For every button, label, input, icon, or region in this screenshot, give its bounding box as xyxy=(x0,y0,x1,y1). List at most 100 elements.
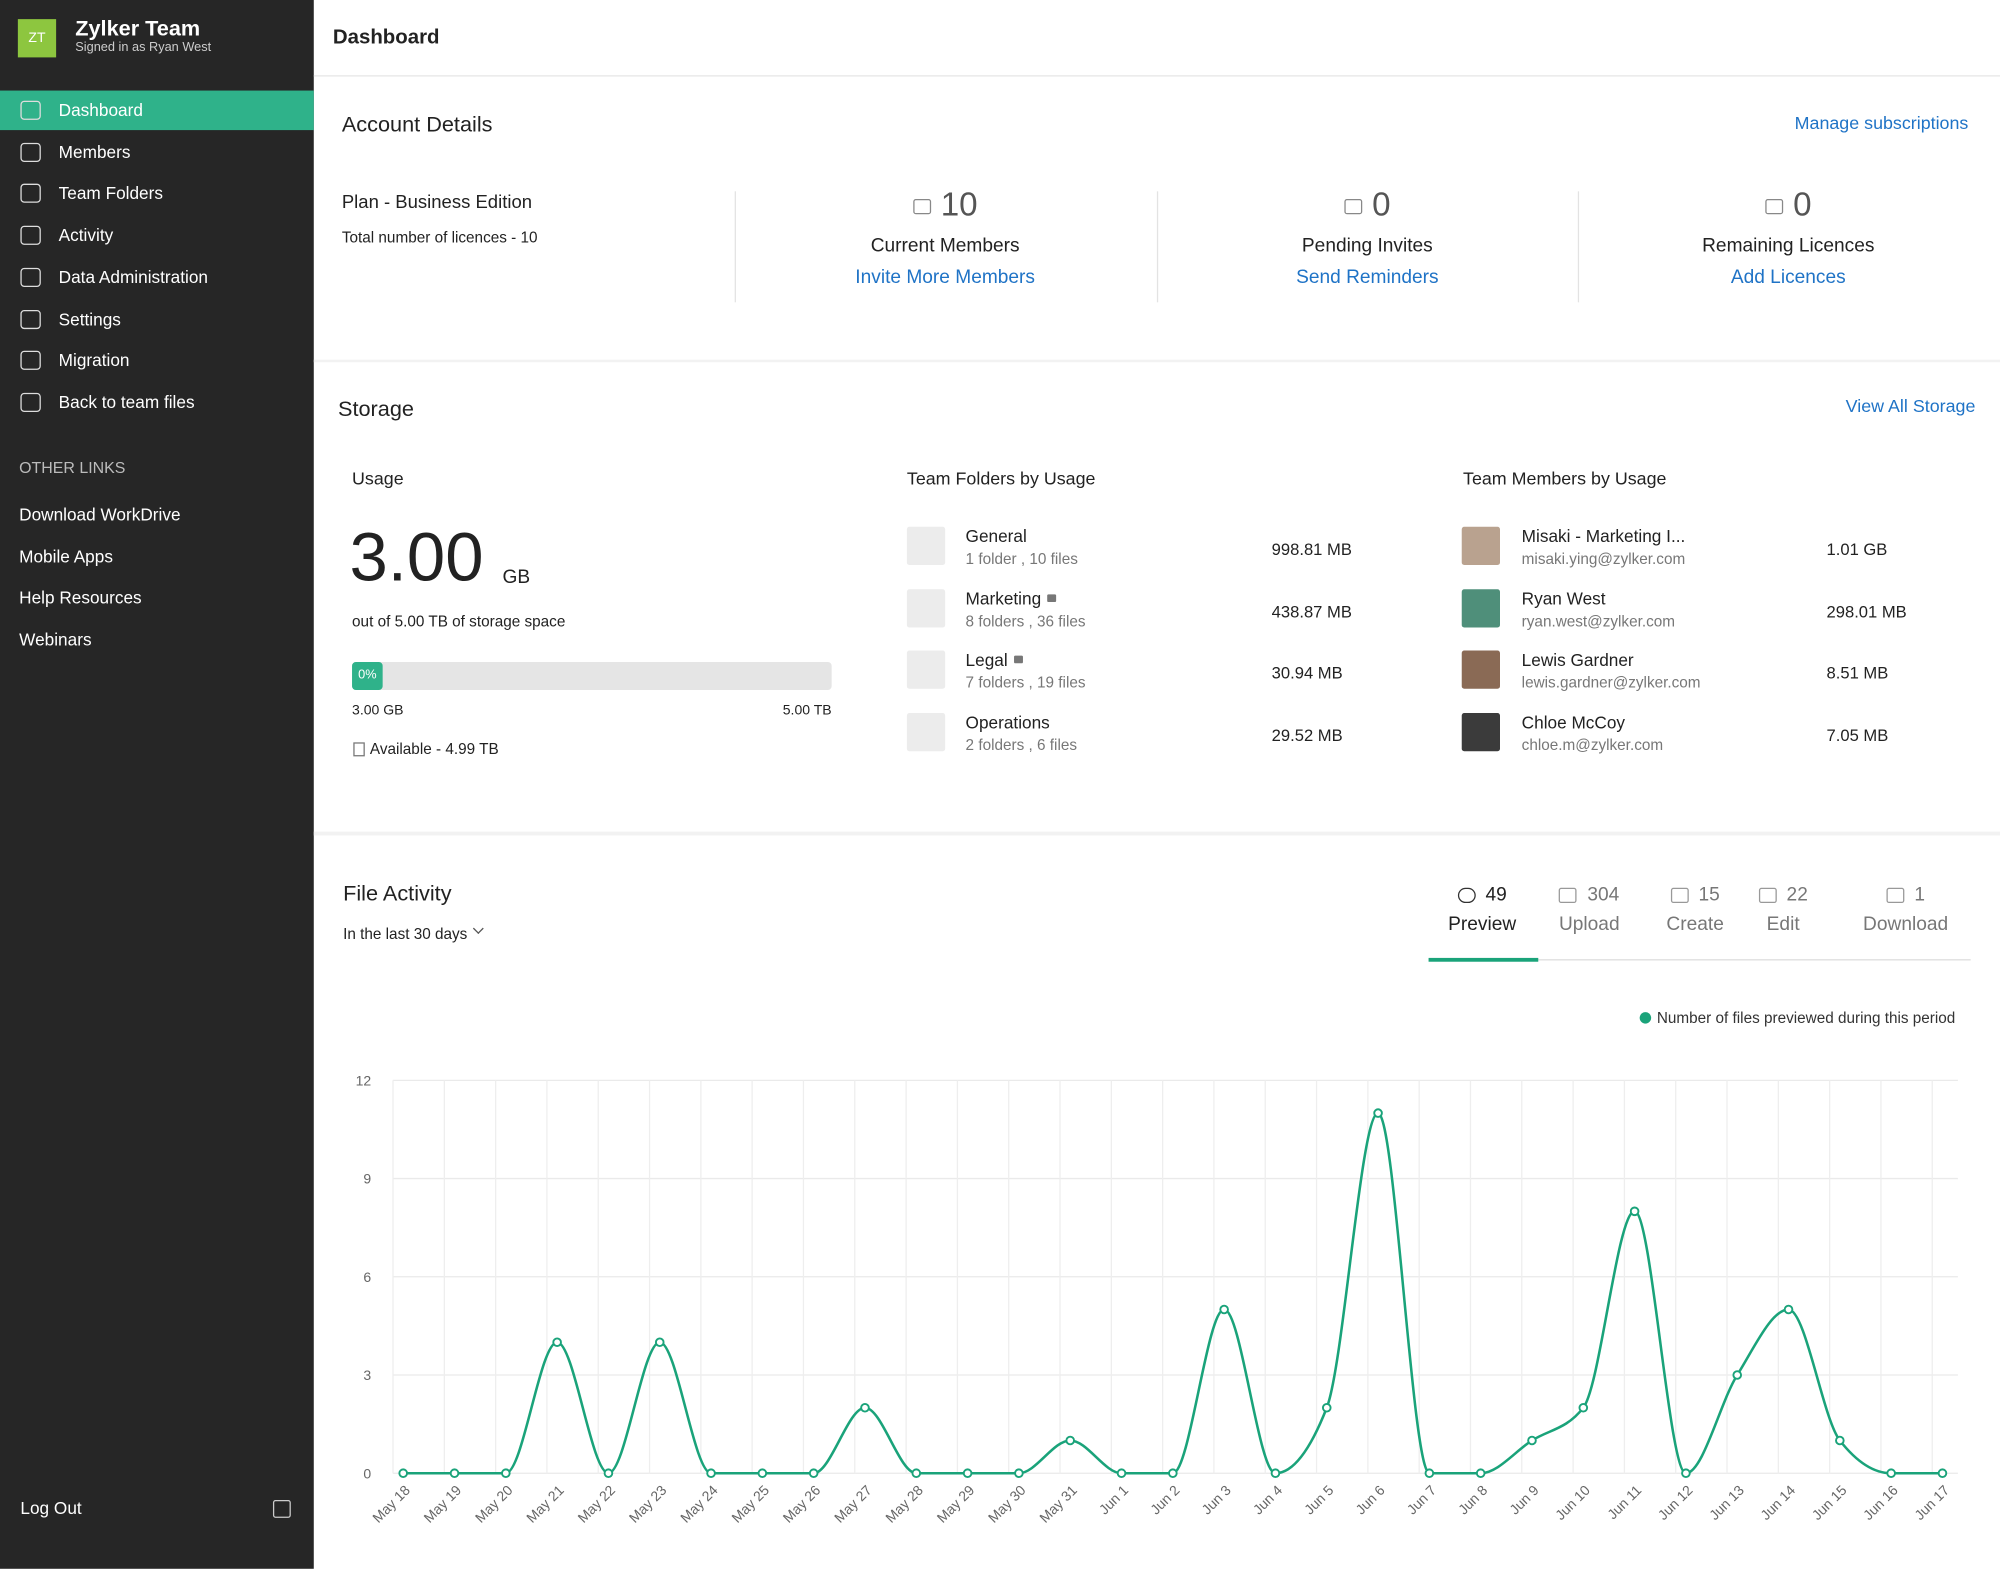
link[interactable]: View All Storage xyxy=(1845,395,1976,416)
bar-left: 3.00 GB xyxy=(352,702,404,719)
nav-label: Team Folders xyxy=(58,184,163,204)
stat: 0 Remaining Licences Add Licences xyxy=(1597,185,1980,288)
x-tick-label: Jun 15 xyxy=(1809,1482,1850,1523)
tab-icon xyxy=(1758,887,1777,904)
x-tick-label: Jun 12 xyxy=(1655,1482,1696,1523)
point xyxy=(1321,1402,1332,1413)
point xyxy=(398,1468,408,1478)
y-tick-label: 3 xyxy=(363,1367,371,1383)
y-tick-label: 9 xyxy=(363,1171,371,1187)
point xyxy=(1783,1304,1794,1315)
nav-item[interactable]: Migration xyxy=(0,341,314,381)
nav-icon xyxy=(20,392,41,412)
nav-label: Data Administration xyxy=(58,267,208,287)
stat-number: 10 xyxy=(940,184,978,224)
point xyxy=(1116,1468,1127,1478)
member-name[interactable]: Misaki - Marketing I... xyxy=(1521,526,1686,546)
folder-name[interactable]: Legal xyxy=(965,650,1008,670)
x-tick-label: Jun 1 xyxy=(1096,1482,1132,1518)
x-tick-label: May 30 xyxy=(985,1482,1029,1526)
x-tick-label: May 29 xyxy=(934,1482,978,1526)
tab-count-row: 1 xyxy=(1829,884,1982,906)
y-tick-label: 12 xyxy=(356,1072,372,1088)
member-name[interactable]: Chloe McCoy xyxy=(1521,712,1626,732)
stat-number: 0 xyxy=(1793,184,1812,224)
other-link[interactable]: Mobile Apps xyxy=(19,546,113,566)
x-tick-label: Jun 4 xyxy=(1250,1482,1286,1518)
divider xyxy=(734,191,736,303)
stat-icon xyxy=(1765,199,1783,215)
tab-icon xyxy=(1670,887,1689,904)
nav-item[interactable]: Members xyxy=(0,132,314,172)
point xyxy=(962,1468,973,1478)
chevron[interactable] xyxy=(472,923,484,934)
usage-bar: 0% xyxy=(352,661,832,691)
point xyxy=(1835,1435,1845,1446)
nav-item[interactable]: Team Folders xyxy=(0,174,314,214)
section-title: File Activity xyxy=(343,881,452,906)
nav-item[interactable]: Back to team files xyxy=(0,383,314,423)
nav-item[interactable]: Settings xyxy=(0,299,314,339)
folder-name[interactable]: Operations xyxy=(965,712,1050,732)
stat: 0 Pending Invites Send Reminders xyxy=(1176,185,1559,288)
point xyxy=(552,1337,562,1348)
folder-name[interactable]: General xyxy=(965,526,1027,546)
link[interactable]: Manage subscriptions xyxy=(1794,112,1969,133)
x-tick-label: Jun 9 xyxy=(1506,1482,1542,1518)
legend-marker xyxy=(1639,1012,1652,1024)
nav-icon xyxy=(20,309,41,329)
nav-label: Settings xyxy=(58,309,121,329)
nav-item[interactable]: Dashboard xyxy=(0,90,314,131)
tab[interactable]: 22 Edit xyxy=(1707,884,1860,935)
nav-label: Activity xyxy=(58,225,114,246)
folder-size: 29.52 MB xyxy=(1271,725,1343,745)
x-tick-label: Jun 2 xyxy=(1147,1482,1183,1518)
folder-name[interactable]: Marketing xyxy=(965,588,1042,608)
out-of: out of 5.00 TB of storage space xyxy=(352,612,566,631)
point xyxy=(654,1337,665,1348)
stat-value: 10 xyxy=(912,184,978,225)
point xyxy=(1732,1370,1743,1380)
x-tick-label: Jun 13 xyxy=(1706,1482,1747,1523)
tab-label: Edit xyxy=(1766,913,1800,935)
x-tick-label: Jun 8 xyxy=(1455,1482,1491,1518)
tab[interactable]: 1 Download xyxy=(1829,884,1982,935)
stat-label: Current Members xyxy=(870,234,1020,257)
period[interactable]: In the last 30 days xyxy=(343,924,468,943)
other-link[interactable]: Webinars xyxy=(19,630,92,650)
y-tick-label: 6 xyxy=(363,1269,371,1285)
stat-link[interactable]: Invite More Members xyxy=(855,266,1035,289)
other-link[interactable]: Download WorkDrive xyxy=(19,505,181,525)
nav-icon xyxy=(20,351,41,371)
stat-link[interactable]: Send Reminders xyxy=(1296,266,1439,289)
logout-icon[interactable] xyxy=(272,1499,291,1518)
tab-count: 1 xyxy=(1914,883,1925,906)
nav-item[interactable]: Data Administration xyxy=(0,257,314,297)
x-tick-label: May 24 xyxy=(677,1482,721,1526)
point xyxy=(860,1402,870,1413)
x-tick-label: May 27 xyxy=(831,1482,875,1526)
other-link[interactable]: Help Resources xyxy=(19,588,142,608)
tab[interactable]: 304 Upload xyxy=(1513,884,1666,935)
tab[interactable]: 49 Preview xyxy=(1406,884,1559,935)
x-tick-label: May 31 xyxy=(1036,1482,1080,1526)
unit: GB xyxy=(502,566,531,589)
tab[interactable]: 15 Create xyxy=(1619,884,1772,935)
folder-size: 998.81 MB xyxy=(1271,539,1352,559)
stat-link[interactable]: Add Licences xyxy=(1730,266,1846,289)
y-tick-label: 0 xyxy=(363,1465,371,1481)
x-tick-label: May 20 xyxy=(472,1482,516,1526)
folder-meta: 7 folders , 19 files xyxy=(965,673,1086,692)
point xyxy=(1424,1468,1435,1478)
section-divider xyxy=(313,359,2000,363)
member-size: 298.01 MB xyxy=(1826,601,1907,621)
lock-icon xyxy=(1014,655,1023,664)
member-name[interactable]: Lewis Gardner xyxy=(1521,650,1634,670)
point xyxy=(1681,1468,1691,1478)
folder-meta: 1 folder , 10 files xyxy=(965,549,1078,568)
point xyxy=(1937,1468,1948,1478)
logout[interactable]: Log Out xyxy=(20,1498,82,1518)
nav-item[interactable]: Activity xyxy=(0,216,314,256)
member-name[interactable]: Ryan West xyxy=(1521,588,1606,608)
member-avatar xyxy=(1461,526,1500,566)
